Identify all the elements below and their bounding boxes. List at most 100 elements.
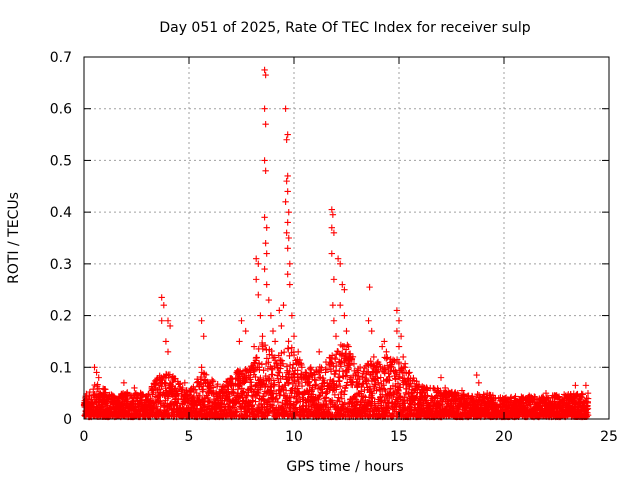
baseline-point — [333, 381, 340, 389]
baseline-point — [287, 394, 295, 401]
baseline-point — [273, 395, 281, 402]
baseline-point — [265, 359, 272, 366]
baseline-point — [343, 372, 351, 379]
roti-point — [181, 379, 188, 386]
roti-point — [286, 281, 293, 288]
roti-point — [276, 307, 283, 314]
roti-point — [253, 255, 260, 262]
baseline-point — [584, 405, 592, 412]
roti-point — [288, 312, 296, 319]
chart-title: Day 051 of 2025, Rate Of TEC Index for r… — [159, 20, 530, 36]
baseline-point — [278, 357, 286, 364]
baseline-point — [102, 389, 109, 396]
roti-point — [511, 395, 518, 402]
baseline-point — [340, 391, 348, 398]
roti-point — [95, 374, 102, 381]
roti-point — [198, 317, 205, 324]
baseline-point — [259, 345, 266, 353]
baseline-point — [332, 370, 339, 377]
roti-point — [166, 322, 174, 330]
baseline-point — [396, 402, 403, 409]
roti-point — [454, 389, 461, 397]
baseline-point — [149, 385, 157, 393]
roti-point — [329, 302, 337, 309]
roti-point — [475, 379, 482, 386]
baseline-point — [269, 371, 276, 378]
baseline-point — [344, 341, 351, 349]
roti-point — [374, 358, 382, 366]
roti-point — [261, 105, 268, 112]
roti-point — [261, 66, 268, 74]
roti-point — [158, 317, 165, 324]
roti-point — [484, 389, 491, 397]
baseline-point — [266, 408, 273, 416]
baseline-point — [86, 388, 94, 396]
baseline-point — [198, 383, 206, 390]
roti-point — [341, 286, 348, 293]
baseline-point — [201, 401, 208, 408]
roti-point — [263, 250, 270, 257]
roti-point — [164, 317, 172, 324]
roti-point — [383, 348, 390, 355]
x-tick-label: 10 — [285, 429, 303, 445]
baseline-point — [247, 376, 254, 383]
baseline-point — [280, 348, 288, 356]
roti-point — [332, 333, 340, 340]
grid-layer — [84, 57, 609, 419]
baseline-point — [161, 379, 168, 386]
roti-point — [334, 255, 342, 262]
baseline-point — [388, 364, 395, 371]
baseline-point — [374, 375, 381, 382]
baseline-point — [371, 381, 378, 389]
roti-point — [328, 224, 335, 231]
roti-point — [347, 353, 354, 361]
roti-point — [253, 276, 260, 283]
x-tick-label: 15 — [390, 429, 408, 445]
roti-point — [257, 312, 264, 319]
baseline-point — [378, 391, 386, 398]
baseline-point — [150, 389, 157, 396]
baseline-point — [424, 385, 431, 393]
roti-point — [255, 291, 262, 299]
roti-point — [341, 312, 348, 319]
baseline-point — [286, 368, 293, 376]
roti-point — [379, 343, 386, 350]
roti-point — [290, 333, 298, 340]
roti-point — [263, 281, 270, 288]
roti-point — [397, 333, 405, 340]
baseline-point — [284, 411, 291, 419]
roti-point — [91, 364, 98, 371]
baseline-point — [380, 382, 387, 389]
baseline-point — [305, 379, 312, 386]
baseline-point — [157, 406, 164, 414]
baseline-point — [202, 371, 210, 378]
roti-point — [242, 327, 249, 335]
baseline-point — [336, 374, 343, 381]
baseline-point — [356, 363, 364, 371]
baseline-point — [283, 363, 291, 370]
baseline-point — [346, 361, 354, 369]
roti-point — [282, 198, 289, 205]
roti-point — [255, 260, 262, 268]
baseline-point — [338, 349, 346, 357]
baseline-point — [272, 390, 280, 397]
roti-point — [283, 136, 290, 143]
roti-point — [582, 382, 590, 389]
roti-point — [284, 172, 291, 180]
roti-point — [343, 327, 350, 335]
baseline-point — [396, 373, 404, 381]
baseline-point — [424, 392, 431, 399]
roti-point — [284, 131, 291, 138]
roti-point — [316, 348, 323, 355]
baseline-point — [555, 393, 563, 400]
baseline-point — [258, 361, 266, 368]
baseline-point — [331, 354, 339, 362]
baseline-point — [291, 377, 298, 385]
baseline-point — [474, 390, 481, 398]
baseline-point — [338, 357, 345, 365]
baseline-point — [572, 392, 580, 399]
y-tick-label: 0.3 — [50, 257, 72, 273]
roti-point — [261, 265, 268, 273]
baseline-point — [306, 365, 314, 372]
